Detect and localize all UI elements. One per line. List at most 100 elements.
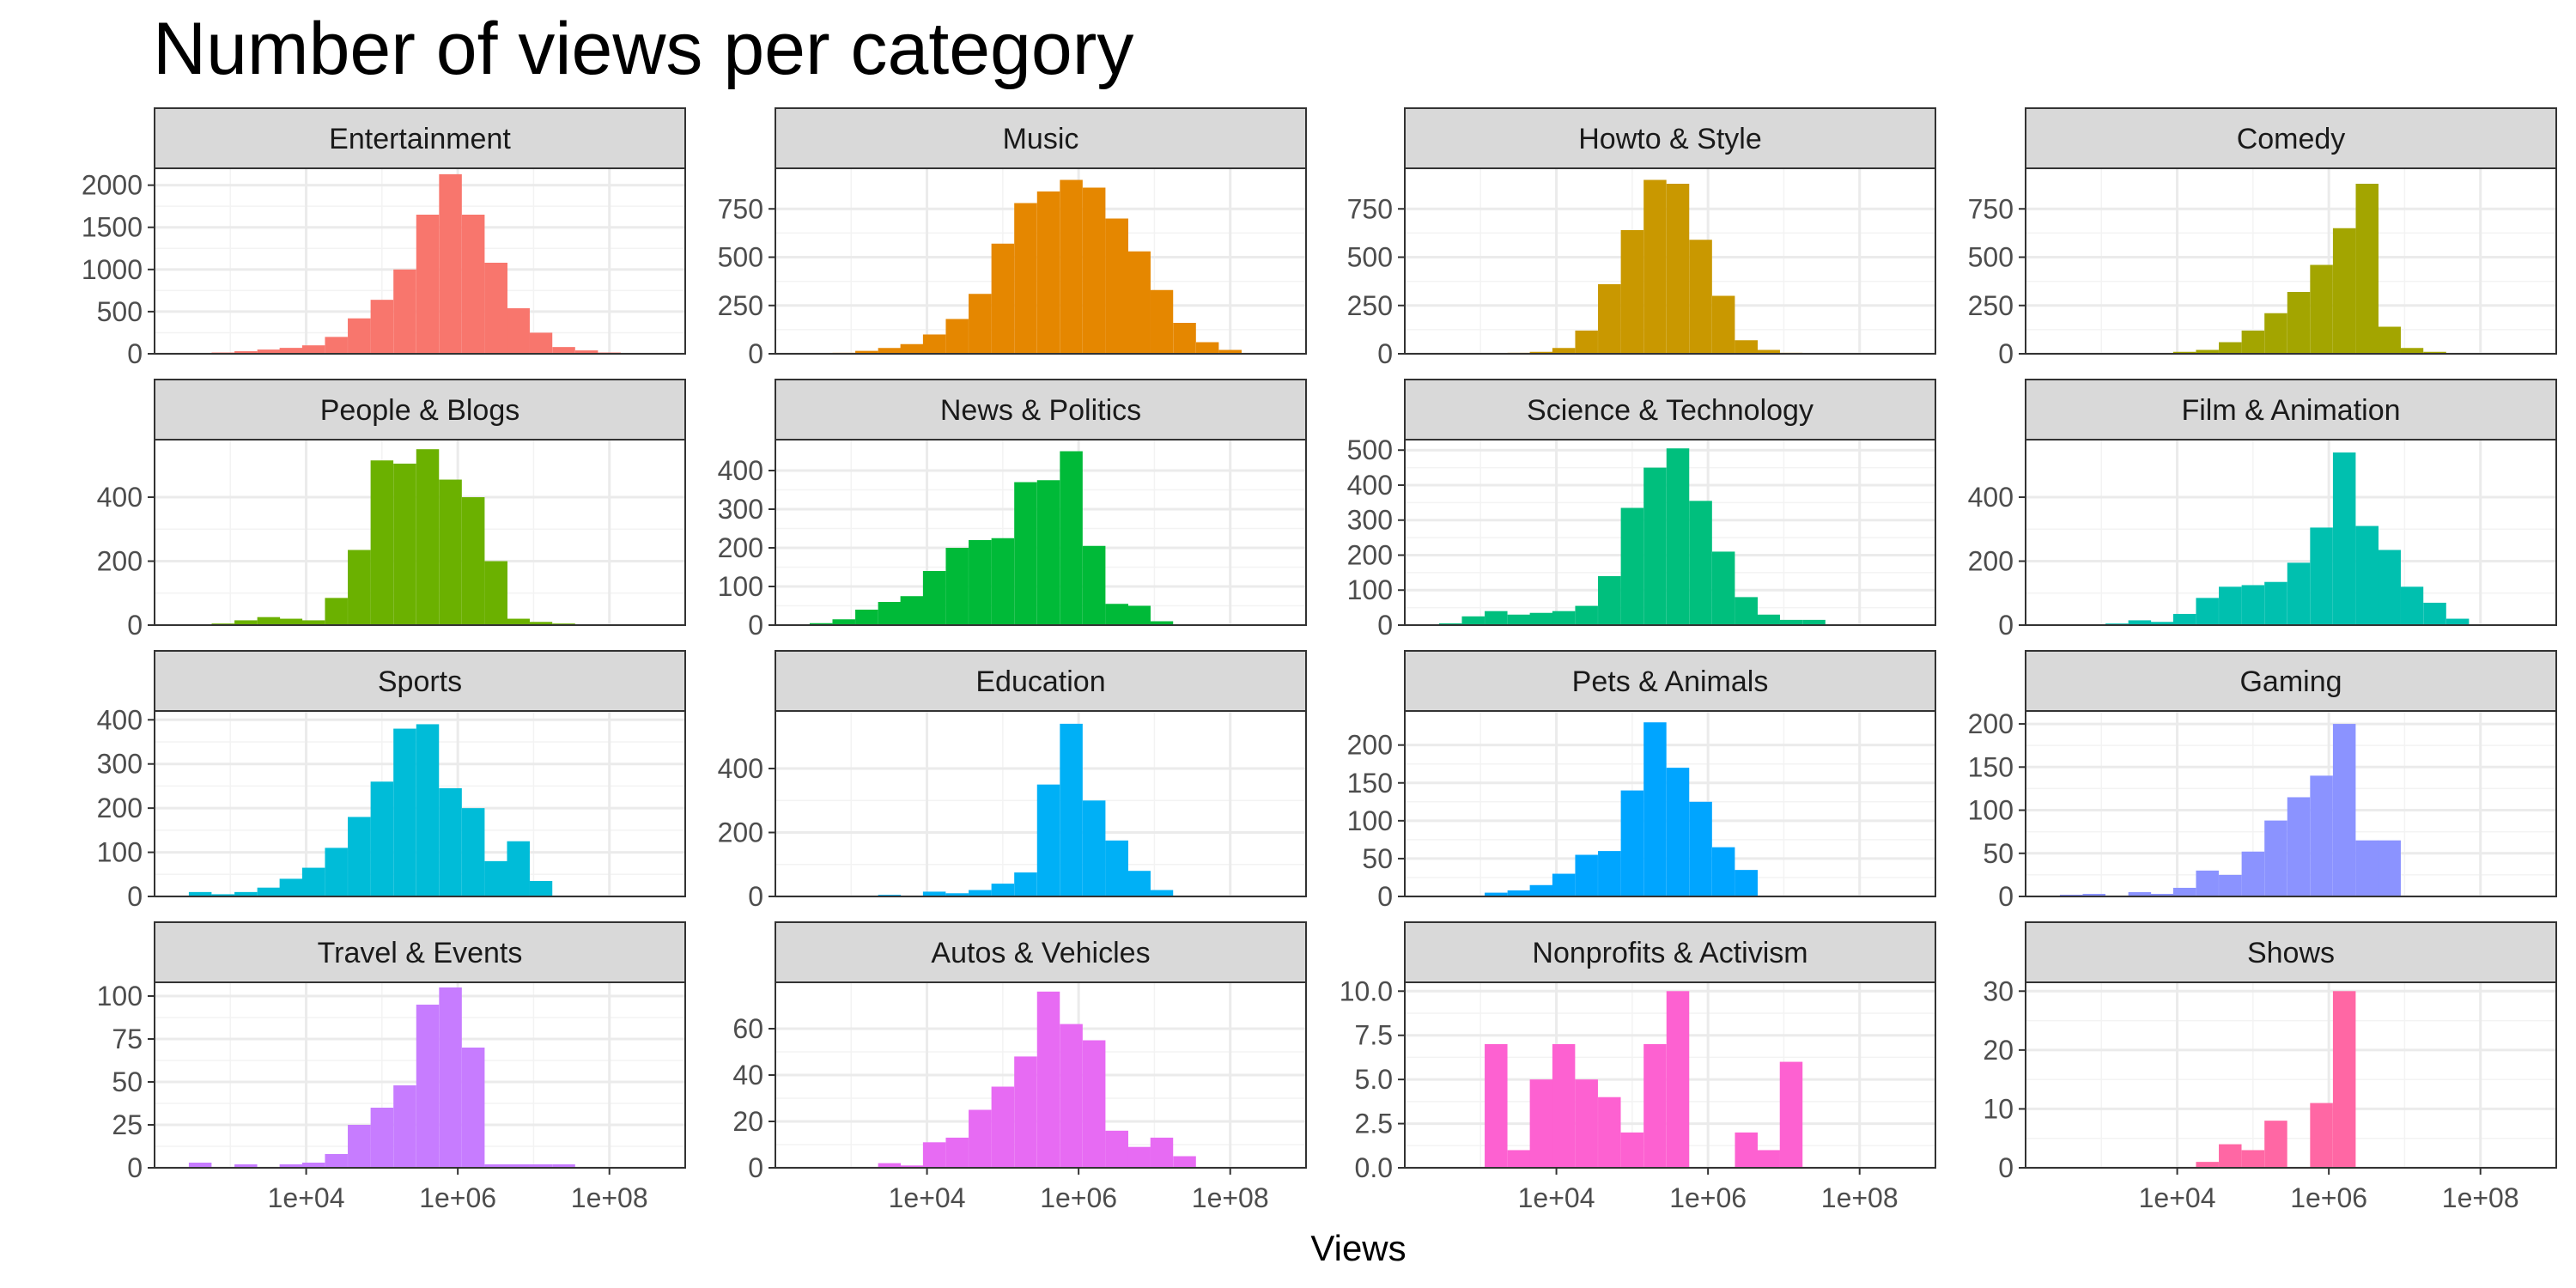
y-tick-label: 500 <box>718 242 763 273</box>
histogram-bar <box>393 728 416 896</box>
histogram-bar <box>2423 351 2446 354</box>
histogram-bar <box>1461 616 1485 625</box>
histogram-bar <box>1643 179 1667 354</box>
histogram-bar <box>1195 342 1219 354</box>
y-tick-label: 0 <box>1998 610 2014 641</box>
y-tick-label: 0.0 <box>1355 1152 1393 1183</box>
histogram-bar <box>922 1142 946 1168</box>
histogram-bar <box>2332 724 2356 896</box>
facet-strip <box>775 650 1307 712</box>
histogram-bar <box>1105 840 1128 896</box>
histogram-bar <box>2196 870 2219 896</box>
histogram-bar <box>484 1164 507 1168</box>
histogram-bar <box>461 808 485 896</box>
y-tick-label: 250 <box>1968 290 2014 321</box>
histogram-bar <box>348 318 371 354</box>
histogram-bar <box>969 890 992 896</box>
y-tick-label: 100 <box>97 837 143 868</box>
y-tick-label: 500 <box>97 296 143 327</box>
facet-panel: Autos & Vehicles 0 20 40 60 1e+04 1e+06 1e+08 <box>732 921 1307 1213</box>
histogram-bar <box>2196 349 2219 354</box>
y-tick-label: 0 <box>1998 881 2014 912</box>
facet-strip <box>2025 650 2557 712</box>
histogram-bar <box>1127 871 1151 896</box>
histogram-bar <box>1014 203 1037 354</box>
histogram-bar <box>257 887 281 896</box>
histogram-bar <box>1757 1150 1780 1168</box>
facet-strip <box>775 379 1307 440</box>
facet-strip <box>154 921 686 983</box>
y-tick-label: 100 <box>1968 795 2014 826</box>
histogram-bar <box>2172 887 2196 896</box>
histogram-bar <box>1643 1044 1667 1168</box>
histogram-bar <box>507 1164 530 1168</box>
histogram-bar <box>900 596 924 625</box>
facet-panel: Shows 0 10 20 30 1e+04 1e+06 1e+08 <box>1983 921 2557 1213</box>
y-tick-label: 400 <box>1968 482 2014 513</box>
y-tick-label: 300 <box>97 749 143 780</box>
histogram-bar <box>234 1164 258 1168</box>
histogram-bar <box>2332 452 2356 625</box>
histogram-bar <box>991 538 1015 625</box>
histogram-bar <box>1485 611 1508 625</box>
histogram-bar <box>878 1163 902 1168</box>
histogram-bar <box>1438 623 1462 625</box>
histogram-bar <box>279 878 303 896</box>
facet-strip <box>1404 650 1936 712</box>
histogram-bar <box>484 860 507 896</box>
histogram-bar <box>416 1005 440 1168</box>
facet-strip-label: Gaming <box>2239 665 2342 698</box>
histogram-bar <box>2355 840 2379 896</box>
histogram-bar <box>1150 890 1174 896</box>
y-tick-label: 300 <box>1347 505 1393 536</box>
panel-border <box>2025 981 2557 1169</box>
y-tick-label: 100 <box>718 571 763 602</box>
histogram-bar <box>2310 775 2333 896</box>
histogram-bar <box>1802 619 1826 625</box>
histogram-bar <box>2264 1121 2287 1168</box>
facet-strip-label: Sports <box>378 665 462 698</box>
facet-strip-label: Autos & Vehicles <box>931 937 1150 969</box>
panel-border <box>2025 167 2557 355</box>
histogram-bar <box>393 463 416 625</box>
panel-border <box>154 167 686 355</box>
histogram-bar <box>348 1125 371 1168</box>
y-tick-label: 0 <box>748 1152 763 1183</box>
histogram-bar <box>188 1163 212 1168</box>
y-tick-label: 60 <box>732 1013 763 1044</box>
histogram-bar <box>552 347 575 354</box>
histogram-bar <box>2445 618 2470 625</box>
histogram-bar <box>1779 1061 1803 1168</box>
panel-border <box>154 710 686 897</box>
histogram-bar <box>1643 467 1667 625</box>
histogram-bar <box>1598 1097 1621 1168</box>
histogram-bar <box>211 894 234 896</box>
histogram-bar <box>1598 851 1621 896</box>
facet-strip <box>154 379 686 440</box>
histogram-bar <box>1036 480 1060 625</box>
facet-strip <box>775 107 1307 169</box>
y-tick-label: 500 <box>1347 242 1393 273</box>
histogram-bar <box>1779 619 1803 625</box>
histogram-bar <box>1014 1056 1037 1168</box>
histogram-bar <box>1060 1024 1083 1168</box>
histogram-bar <box>2264 581 2287 625</box>
chart-title: Number of views per category <box>153 8 1133 90</box>
y-tick-label: 50 <box>1362 843 1393 874</box>
histogram-bar <box>2400 586 2424 625</box>
histogram-bar <box>279 1164 303 1168</box>
histogram-bar <box>2287 562 2311 625</box>
y-tick-label: 0 <box>127 1152 143 1183</box>
histogram-bar <box>439 479 462 625</box>
panel-border <box>154 439 686 626</box>
histogram-bar <box>922 891 946 896</box>
facet-strip <box>2025 379 2557 440</box>
histogram-bar <box>439 788 462 896</box>
histogram-bar <box>1127 605 1151 625</box>
histogram-bar <box>2355 526 2379 625</box>
histogram-bar <box>257 349 281 354</box>
y-tick-label: 750 <box>718 193 763 224</box>
y-tick-label: 500 <box>1347 434 1393 465</box>
histogram-bar <box>1082 545 1106 625</box>
y-tick-label: 150 <box>1968 751 2014 782</box>
